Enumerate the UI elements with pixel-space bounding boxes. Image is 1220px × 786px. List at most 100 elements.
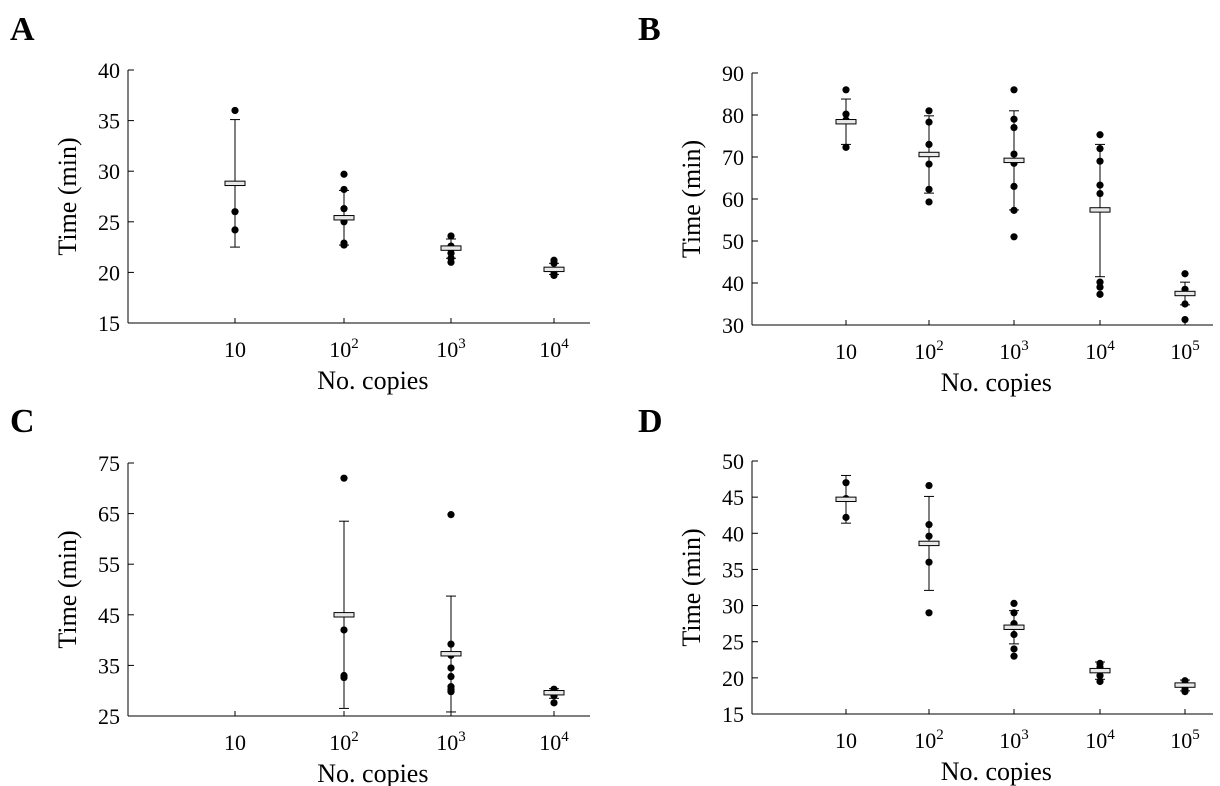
mean-marker xyxy=(543,690,565,696)
x-tick-label: 103 xyxy=(436,729,466,755)
panel-d: D 15 20 25 30 35 40 45 50 10 102 103 104 105 No. copie… xyxy=(638,403,1213,786)
mean-marker xyxy=(440,651,462,657)
y-tick-label: 70 xyxy=(722,145,744,170)
data-point xyxy=(1096,278,1104,286)
data-point xyxy=(447,258,455,266)
x-tick-label: 104 xyxy=(1085,338,1115,364)
data-point xyxy=(447,672,455,681)
data-point xyxy=(1096,677,1104,686)
x-axis-title: No. copies xyxy=(317,759,428,786)
mean-marker xyxy=(835,496,857,503)
data-point xyxy=(1096,283,1104,291)
y-tick-label: 30 xyxy=(98,159,120,184)
mean-marker xyxy=(1174,682,1196,688)
data-point xyxy=(447,511,455,519)
data-point xyxy=(447,688,455,696)
mean-marker xyxy=(1174,290,1196,297)
data-point xyxy=(1096,189,1104,198)
x-tick-label: 102 xyxy=(914,338,944,364)
data-point xyxy=(1181,270,1189,278)
y-tick-label: 35 xyxy=(98,109,120,134)
data-point xyxy=(1096,145,1104,153)
data-point xyxy=(1181,300,1189,308)
data-point xyxy=(925,107,933,115)
data-group xyxy=(835,474,857,524)
x-tick-label: 105 xyxy=(1170,727,1200,753)
data-point xyxy=(842,513,850,521)
data-point xyxy=(550,699,558,707)
x-tick-label: 104 xyxy=(539,729,569,755)
data-group xyxy=(440,232,462,266)
data-point xyxy=(1010,630,1018,639)
data-point xyxy=(340,170,348,178)
y-tick-label: 90 xyxy=(722,61,744,86)
mean-marker xyxy=(333,612,355,618)
data-group xyxy=(1174,270,1196,324)
mean-marker xyxy=(1089,667,1111,674)
data-point xyxy=(1096,290,1104,298)
data-point xyxy=(1010,150,1018,158)
x-axis-title: No. copies xyxy=(941,368,1052,397)
data-point xyxy=(1181,687,1189,696)
y-tick-label: 80 xyxy=(722,103,744,128)
panel-letter: A xyxy=(10,11,35,48)
data-point xyxy=(1010,645,1018,653)
data-point xyxy=(447,249,455,257)
data-group xyxy=(543,685,565,707)
data-group xyxy=(918,481,940,617)
panel-a: A 15 20 25 30 35 40 10 102 103 104 No. copies Time (… xyxy=(10,11,590,395)
mean-marker xyxy=(543,266,565,273)
x-axis-title: No. copies xyxy=(941,757,1052,786)
data-group xyxy=(333,170,355,249)
data-group xyxy=(333,474,355,709)
y-tick-label: 60 xyxy=(722,187,744,212)
data-group xyxy=(1003,599,1025,660)
y-axis-title: Time (min) xyxy=(677,140,706,258)
y-tick-label: 15 xyxy=(722,702,744,727)
y-tick-label: 50 xyxy=(722,449,744,474)
data-point xyxy=(231,226,239,234)
data-point xyxy=(340,205,348,213)
data-point xyxy=(842,110,850,118)
y-tick-label: 55 xyxy=(98,552,120,577)
data-point xyxy=(925,160,933,168)
panel-b: B 30 40 50 60 70 80 90 10 102 103 104 105 No. copies T… xyxy=(638,11,1213,397)
data-point xyxy=(1010,182,1018,190)
x-tick-label: 102 xyxy=(329,729,359,755)
x-tick-label: 10 xyxy=(835,728,857,753)
data-point xyxy=(1010,652,1018,660)
y-axis-title: Time (min) xyxy=(677,528,706,646)
y-tick-label: 35 xyxy=(722,557,744,582)
x-tick-label: 102 xyxy=(914,727,944,753)
data-group xyxy=(1003,86,1025,241)
data-point xyxy=(447,664,455,672)
x-tick-label: 102 xyxy=(329,336,359,362)
x-tick-label: 10 xyxy=(224,337,246,362)
mean-marker xyxy=(333,215,355,221)
panel-letter: D xyxy=(638,403,663,440)
mean-marker xyxy=(1003,624,1025,630)
data-point xyxy=(340,626,348,634)
y-tick-label: 15 xyxy=(98,311,120,336)
y-tick-label: 40 xyxy=(722,271,744,296)
data-point xyxy=(340,474,348,482)
data-point xyxy=(1096,131,1104,139)
x-tick-label: 103 xyxy=(999,727,1029,753)
x-tick-label: 104 xyxy=(1085,727,1115,753)
x-tick-label: 103 xyxy=(436,336,466,362)
data-point xyxy=(842,479,850,487)
y-tick-label: 75 xyxy=(98,451,120,476)
data-group xyxy=(835,86,857,151)
y-tick-label: 25 xyxy=(98,704,120,729)
mean-marker xyxy=(224,180,246,187)
data-group xyxy=(1174,677,1196,696)
y-tick-label: 35 xyxy=(98,653,120,678)
y-tick-label: 40 xyxy=(722,521,744,546)
y-tick-label: 20 xyxy=(722,666,744,691)
data-point xyxy=(925,558,933,566)
y-axis-title: Time (min) xyxy=(53,137,82,255)
y-tick-label: 45 xyxy=(722,485,744,510)
mean-marker xyxy=(1089,207,1111,213)
y-tick-label: 20 xyxy=(98,260,120,285)
